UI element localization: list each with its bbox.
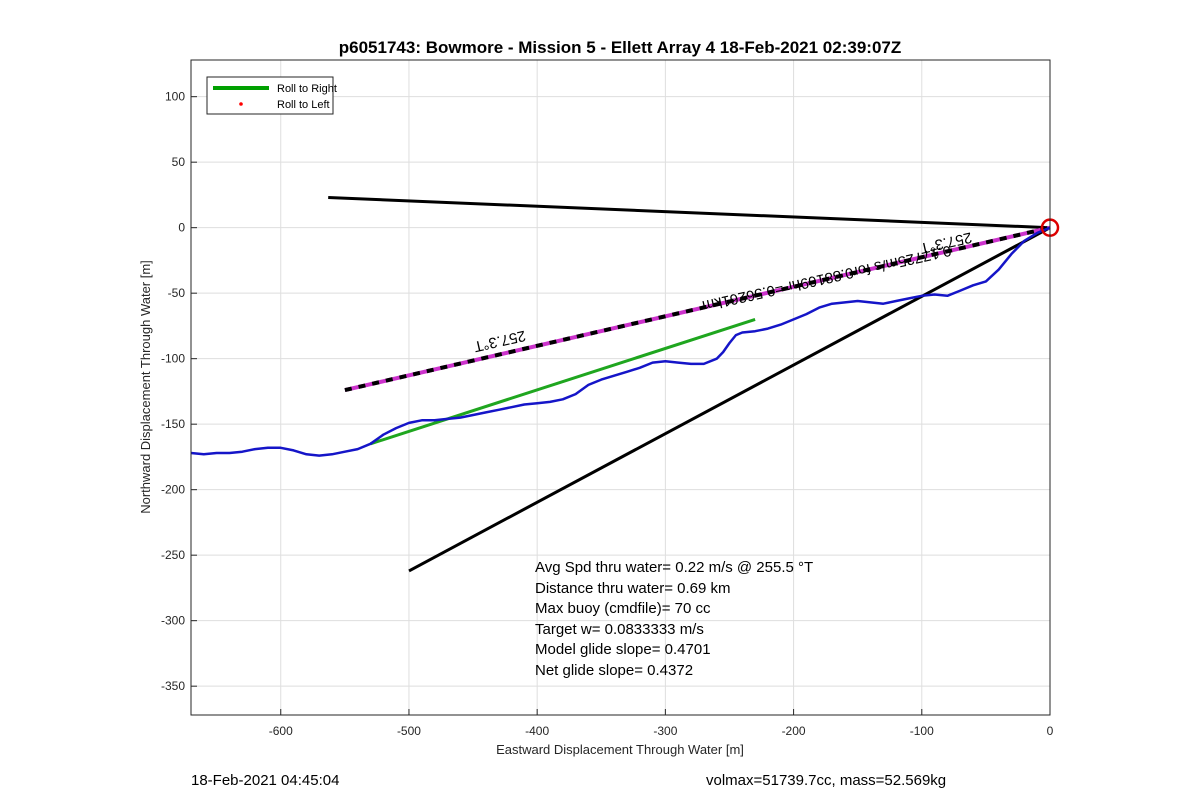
y-tick-label: -50 xyxy=(168,286,186,300)
y-tick-label: 0 xyxy=(178,221,185,235)
series-line-black-upper xyxy=(328,196,1051,230)
stats-line: Net glide slope= 0.4372 xyxy=(535,662,693,679)
chart-title: p6051743: Bowmore - Mission 5 - Ellett A… xyxy=(339,38,902,57)
stats-line: Distance thru water= 0.69 km xyxy=(535,580,731,597)
legend-roll-right-label: Roll to Right xyxy=(277,83,337,95)
legend-roll-left-swatch xyxy=(239,102,243,106)
x-tick-label: -100 xyxy=(910,724,934,738)
y-tick-label: -250 xyxy=(161,548,185,562)
grid-lines xyxy=(191,60,1051,715)
y-tick-label: -100 xyxy=(161,352,185,366)
series-line-roll-right xyxy=(370,317,756,446)
stats-block: Avg Spd thru water= 0.22 m/s @ 255.5 °T … xyxy=(535,559,813,679)
y-axis-label: Northward Displacement Through Water [m] xyxy=(138,260,153,514)
x-axis-ticks: -600 -500 -400 -300 -200 -100 0 xyxy=(269,709,1054,738)
y-axis-ticks: 100 50 0 -50 -100 -150 -200 -250 -300 -350 xyxy=(161,90,197,693)
stats-line: Max buoy (cmdfile)= 70 cc xyxy=(535,600,711,617)
plot-background xyxy=(191,60,1050,715)
legend: Roll to Right Roll to Left xyxy=(206,76,337,115)
plot-frame xyxy=(190,59,1051,716)
series-line-black-lower xyxy=(408,226,1051,573)
footer-timestamp: 18-Feb-2021 04:45:04 xyxy=(191,772,340,789)
y-tick-label: 100 xyxy=(165,90,185,104)
stats-line: Model glide slope= 0.4701 xyxy=(535,641,711,658)
x-tick-label: -300 xyxy=(653,724,677,738)
x-tick-label: -500 xyxy=(397,724,421,738)
y-tick-label: -350 xyxy=(161,679,185,693)
y-tick-label: -300 xyxy=(161,614,185,628)
stats-line: Target w= 0.0833333 m/s xyxy=(535,621,704,638)
x-tick-label: 0 xyxy=(1047,724,1054,738)
series-line-magenta-dash-overlay xyxy=(344,225,1051,393)
x-tick-label: -600 xyxy=(269,724,293,738)
y-tick-label: -150 xyxy=(161,417,185,431)
legend-roll-left-label: Roll to Left xyxy=(277,99,330,111)
x-tick-label: -200 xyxy=(782,724,806,738)
x-axis-label: Eastward Displacement Through Water [m] xyxy=(496,742,744,757)
stats-line: Avg Spd thru water= 0.22 m/s @ 255.5 °T xyxy=(535,559,813,576)
y-tick-label: -200 xyxy=(161,483,185,497)
footer-vehicle-params: volmax=51739.7cc, mass=52.569kg xyxy=(706,772,947,789)
legend-box xyxy=(206,76,334,115)
y-tick-label: 50 xyxy=(172,155,186,169)
series-line-track xyxy=(190,226,1051,457)
x-tick-label: -400 xyxy=(525,724,549,738)
